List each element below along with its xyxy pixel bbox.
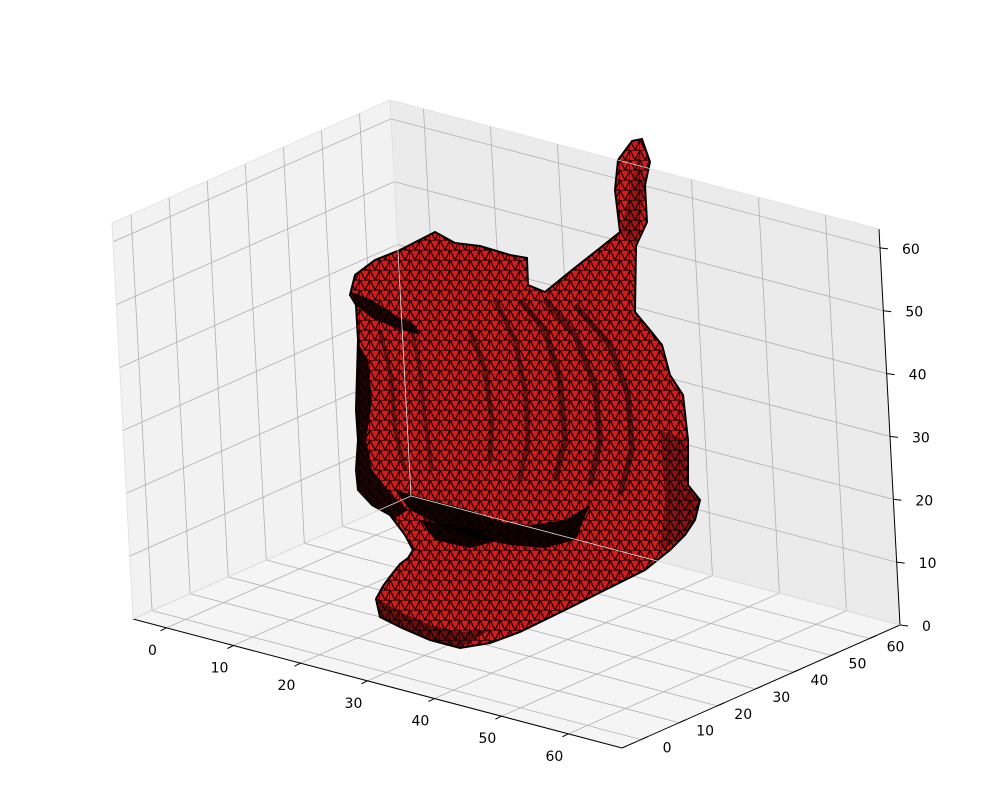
- pane-edge: [132, 495, 412, 620]
- y-grid-left: [130, 214, 153, 611]
- face-stripes: [378, 329, 407, 471]
- z-grid-left: [116, 181, 395, 306]
- x-grid-floor: [434, 575, 713, 699]
- face-edge-shadow: [356, 340, 408, 518]
- body-stripes-3: [572, 303, 636, 496]
- y-tick-mark: [640, 736, 649, 741]
- x-tick-label: 30: [345, 696, 363, 712]
- x-tick-label: 60: [545, 749, 563, 765]
- y-grid-floor: [190, 593, 680, 724]
- z-tick-mark: [883, 310, 892, 313]
- pane-edge: [389, 99, 412, 497]
- body-stripes-5: [467, 329, 495, 461]
- y-axis-ticks: 0 10 20 30 40 50 60: [640, 635, 905, 757]
- y-tick-label: 40: [810, 673, 828, 689]
- y-tick-label: 50: [849, 656, 867, 672]
- z-tick-mark: [889, 435, 899, 438]
- body-stripes-2: [542, 298, 604, 486]
- z-tick-label: 50: [905, 305, 923, 321]
- y-tick-mark: [755, 685, 763, 690]
- pane-edge: [410, 495, 901, 626]
- face-stripes-2: [408, 319, 434, 471]
- y-grid-left: [206, 180, 229, 577]
- pane-edge: [111, 99, 391, 224]
- pane-edge: [111, 222, 134, 620]
- axes-lines: [111, 99, 901, 749]
- z-tick-label: 10: [919, 556, 937, 572]
- head-ear-shadow: [352, 292, 420, 335]
- y-tick-label: 10: [696, 724, 714, 740]
- z-tick-label: 30: [912, 430, 930, 446]
- y-tick-mark: [717, 702, 725, 707]
- z-grid-back: [394, 181, 884, 312]
- z-tick-mark: [879, 247, 889, 250]
- z-tick-mark: [893, 498, 902, 501]
- y-grid-left: [282, 147, 305, 544]
- x-tick-mark: [227, 645, 234, 649]
- x-tick-mark: [428, 698, 435, 702]
- z-tick-mark: [899, 624, 909, 627]
- paw-shadow: [380, 600, 490, 648]
- z-tick-mark: [896, 561, 905, 564]
- x-tick-label: 0: [148, 643, 157, 659]
- left-pane: [112, 100, 411, 619]
- x-tick-label: 50: [479, 731, 497, 747]
- y-tick-mark: [678, 719, 687, 724]
- x-axis-ticks: 0 10 20 30 40 50 60: [148, 627, 569, 765]
- y-tick-label: 20: [734, 707, 752, 723]
- x-grid-back: [758, 197, 780, 594]
- chest-shadow: [420, 520, 500, 548]
- y-tick-mark: [793, 668, 801, 673]
- x-tick-mark: [562, 733, 569, 738]
- x-grid-floor: [568, 610, 847, 735]
- z-tick-mark: [886, 373, 895, 376]
- body-stripes-1: [517, 298, 569, 481]
- tail-shadow: [620, 150, 645, 246]
- z-axis-ticks: 0 10 20 30 40 50 60: [879, 242, 937, 635]
- x-axis-line: [132, 618, 623, 749]
- y-tick-mark: [831, 651, 839, 656]
- y-tick-label: 0: [663, 741, 672, 757]
- x-tick-label: 40: [412, 714, 430, 730]
- y-grid-floor: [151, 610, 642, 740]
- z-tick-label: 40: [909, 368, 927, 384]
- y-tick-label: 30: [772, 690, 790, 706]
- y-tick-label: 60: [887, 639, 905, 655]
- x-tick-mark: [160, 627, 167, 632]
- y-tick-mark: [869, 635, 877, 639]
- z-axis-line: [878, 228, 901, 626]
- x-grid-back: [825, 214, 847, 611]
- z-grid-left: [119, 244, 398, 368]
- x-grid-floor: [501, 592, 780, 717]
- pane-edge: [389, 99, 880, 230]
- z-grid-left: [112, 118, 392, 243]
- y-grid-left: [244, 164, 267, 561]
- x-grid-back: [691, 179, 713, 576]
- z-grid-left: [122, 307, 402, 431]
- x-tick-label: 10: [211, 661, 229, 677]
- x-tick-mark: [361, 680, 368, 685]
- x-tick-mark: [294, 662, 301, 667]
- z-tick-label: 20: [915, 493, 933, 509]
- body-stripes-4: [492, 298, 531, 481]
- y-grid-left: [168, 197, 191, 594]
- rear-shadow: [660, 430, 700, 550]
- x-tick-label: 20: [278, 678, 296, 694]
- z-tick-label: 60: [902, 242, 920, 258]
- x-tick-mark: [495, 715, 502, 720]
- z-tick-label: 0: [922, 619, 931, 635]
- cat-mesh: [348, 137, 702, 650]
- y-grid-left: [321, 130, 343, 527]
